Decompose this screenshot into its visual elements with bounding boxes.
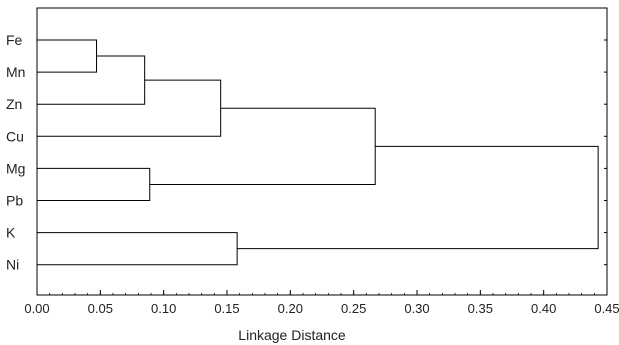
x-tick-label: 0.05 bbox=[88, 301, 113, 316]
dendrogram-link bbox=[37, 55, 146, 105]
leaf-label-ni: Ni bbox=[6, 257, 19, 273]
leaf-label-mg: Mg bbox=[6, 160, 25, 176]
leaf-label-zn: Zn bbox=[6, 96, 22, 112]
leaf-label-cu: Cu bbox=[6, 128, 24, 144]
dendrogram-link bbox=[37, 79, 222, 137]
x-tick-label: 0.35 bbox=[468, 301, 493, 316]
x-tick-label: 0.15 bbox=[214, 301, 239, 316]
right-axis-ticks bbox=[604, 39, 607, 266]
dendrogram-link bbox=[237, 145, 599, 250]
x-tick-label: 0.20 bbox=[278, 301, 303, 316]
x-tick-label: 0.45 bbox=[594, 301, 619, 316]
leaf-label-pb: Pb bbox=[6, 193, 23, 209]
dendrogram-link bbox=[37, 39, 98, 73]
dendrogram-link bbox=[149, 107, 376, 185]
x-axis-title: Linkage Distance bbox=[238, 327, 346, 343]
dendrogram-link bbox=[37, 167, 151, 201]
leaf-label-k: K bbox=[6, 225, 16, 241]
leaf-label-fe: Fe bbox=[6, 32, 23, 48]
x-axis-ticks: 0.00 0.05 0.10 0.15 0.20 0.25 0.30 0.35 0.40 0.45 bbox=[24, 290, 619, 316]
leaf-labels: Fe Mn Zn Cu Mg Pb K Ni bbox=[6, 32, 25, 273]
x-tick-label: 0.40 bbox=[531, 301, 556, 316]
leaf-label-mn: Mn bbox=[6, 64, 25, 80]
dendrogram-links bbox=[37, 39, 599, 266]
x-tick-label: 0.00 bbox=[24, 301, 49, 316]
x-tick-label: 0.10 bbox=[151, 301, 176, 316]
x-tick-label: 0.30 bbox=[404, 301, 429, 316]
plot-frame bbox=[36, 7, 608, 296]
dendrogram-link bbox=[37, 232, 238, 266]
x-tick-label: 0.25 bbox=[341, 301, 366, 316]
